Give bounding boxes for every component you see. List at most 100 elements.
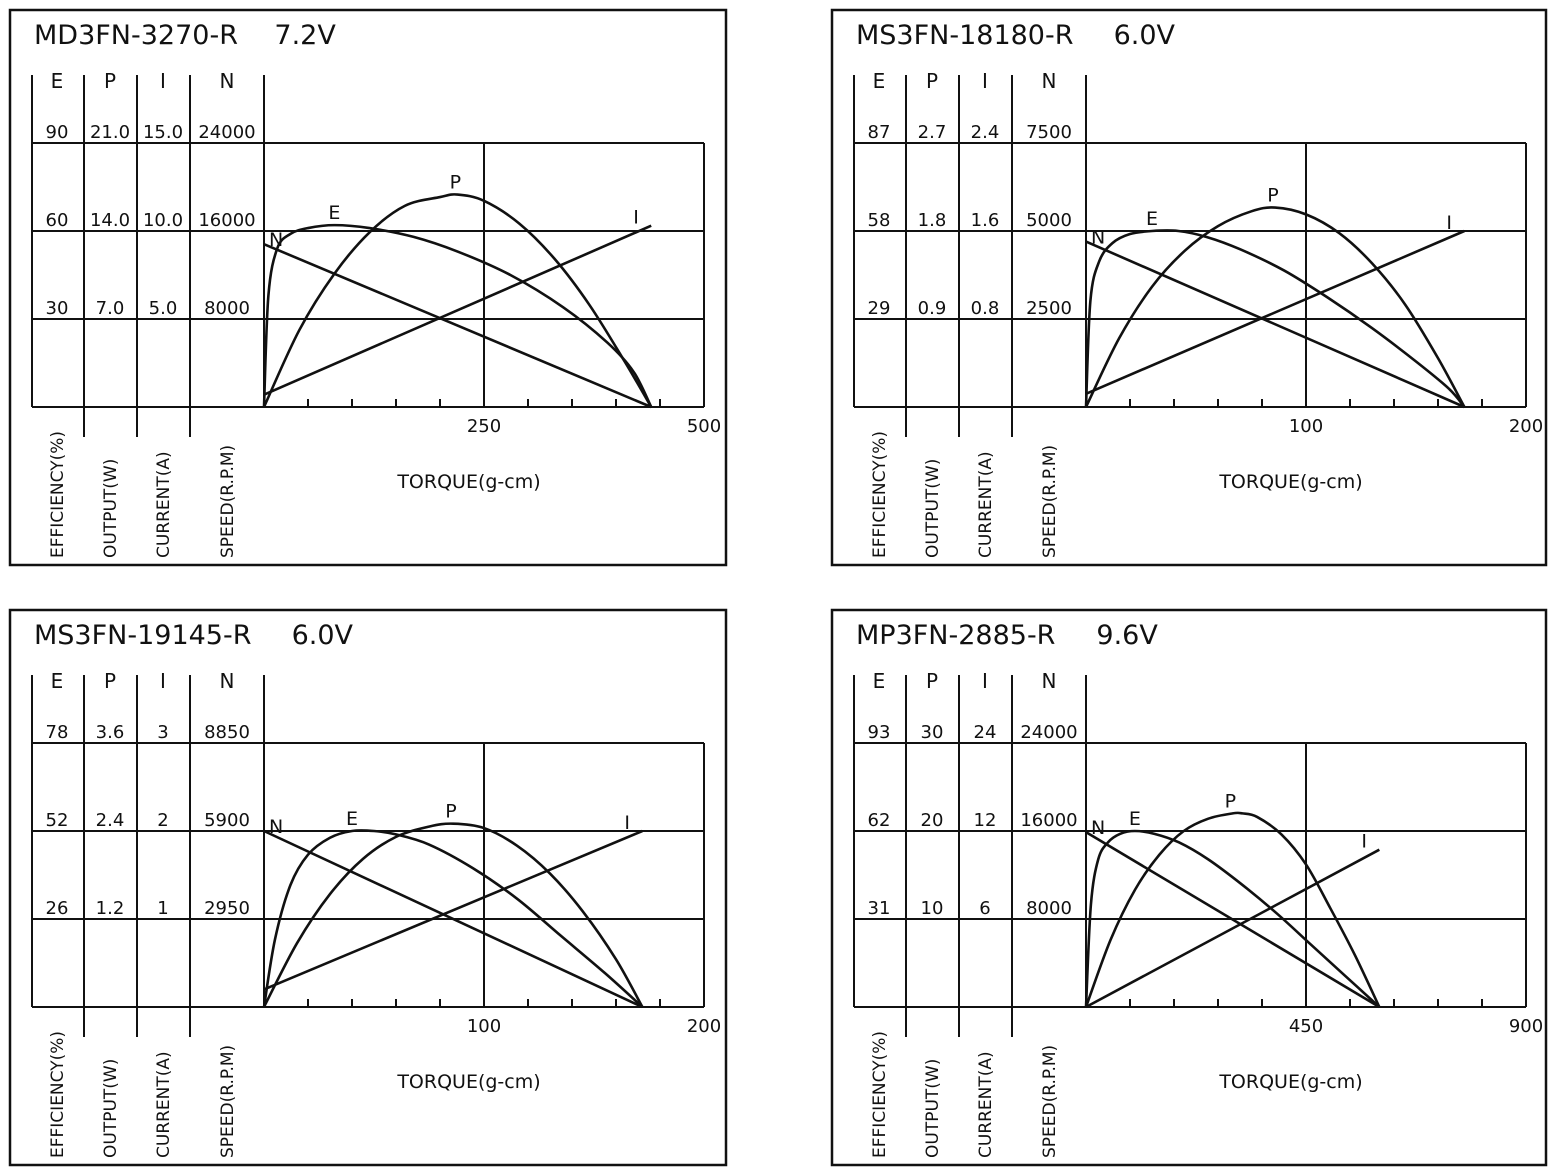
scale-label-E: 52	[46, 810, 69, 831]
scale-label-P: 3.6	[96, 722, 125, 743]
x-axis-label: TORQUE(g-cm)	[1218, 1071, 1362, 1093]
x-tick-label: 200	[1509, 416, 1543, 437]
curve-I	[263, 224, 652, 396]
column-header-E: E	[51, 69, 64, 93]
curve-E	[262, 223, 653, 408]
chart-voltage: 6.0V	[1114, 20, 1176, 51]
column-header-P: P	[926, 669, 938, 693]
scale-label-I: 1	[157, 898, 168, 919]
chart-frame	[8, 608, 728, 1167]
chart-panel-1: MD3FN-3270-R 7.2V E P I N 90 60 30 21.0 14.0 7.0 15.…	[8, 8, 728, 567]
column-header-E: E	[873, 69, 886, 93]
scale-label-N: 2500	[1026, 298, 1072, 319]
scale-label-N: 2950	[204, 898, 250, 919]
curve-E	[1084, 229, 1466, 408]
chart-voltage: 9.6V	[1096, 620, 1158, 651]
vertical-axis-label: OUTPUT(W)	[923, 1059, 943, 1158]
scale-label-I: 24	[974, 722, 997, 743]
curve-I	[1085, 229, 1465, 395]
x-tick-label: 450	[1289, 1016, 1323, 1037]
scale-label-P: 10	[921, 898, 944, 919]
column-header-I: I	[160, 669, 166, 693]
scale-label-E: 60	[46, 210, 69, 231]
scale-label-I: 12	[974, 810, 997, 831]
scale-label-E: 31	[868, 898, 891, 919]
chart-voltage: 7.2V	[274, 20, 336, 51]
scale-label-P: 1.2	[96, 898, 125, 919]
chart-title: MS3FN-19145-R	[34, 620, 251, 651]
scale-label-I: 1.6	[971, 210, 1000, 231]
column-header-E: E	[51, 669, 64, 693]
curve-label-E: E	[328, 202, 340, 224]
scale-label-N: 24000	[198, 122, 255, 143]
curve-label-E: E	[346, 808, 358, 830]
scale-label-P: 21.0	[90, 122, 130, 143]
chart-voltage: 6.0V	[292, 620, 354, 651]
curve-I	[263, 829, 643, 991]
scale-label-P: 7.0	[96, 298, 125, 319]
scale-label-I: 2.4	[971, 122, 1000, 143]
scale-label-P: 1.8	[918, 210, 947, 231]
vertical-axis-label: SPEED(R.P.M)	[218, 445, 238, 558]
x-tick-label: 200	[687, 1016, 721, 1037]
curve-label-E: E	[1129, 808, 1141, 830]
curve-label-I: I	[624, 812, 630, 834]
curve-N	[1085, 240, 1465, 409]
chart-frame	[830, 608, 1548, 1167]
curve-E	[262, 829, 644, 1008]
curve-P	[262, 193, 653, 408]
scale-label-I: 6	[979, 898, 990, 919]
chart-title: MP3FN-2885-R	[856, 620, 1055, 651]
curve-label-N: N	[1091, 227, 1105, 249]
scale-label-N: 16000	[198, 210, 255, 231]
scale-label-N: 16000	[1020, 810, 1077, 831]
x-tick-label: 500	[687, 416, 721, 437]
curve-label-P: P	[1267, 185, 1278, 207]
x-axis-label: TORQUE(g-cm)	[1218, 471, 1362, 493]
x-tick-label: 100	[467, 1016, 501, 1037]
vertical-axis-label: CURRENT(A)	[154, 451, 174, 558]
curve-label-I: I	[1446, 212, 1452, 234]
vertical-axis-label: OUTPUT(W)	[923, 459, 943, 558]
scale-label-I: 3	[157, 722, 168, 743]
curve-label-P: P	[450, 172, 461, 194]
scale-label-E: 26	[46, 898, 69, 919]
curve-N	[1085, 830, 1380, 1009]
scale-label-E: 87	[868, 122, 891, 143]
column-header-N: N	[1042, 69, 1057, 93]
chart-title: MD3FN-3270-R	[34, 20, 238, 51]
scale-label-N: 5000	[1026, 210, 1072, 231]
curve-P	[1084, 811, 1381, 1008]
scale-label-N: 7500	[1026, 122, 1072, 143]
scale-label-I: 10.0	[143, 210, 183, 231]
chart-panel-3: MS3FN-19145-R 6.0V E P I N 78 52 26 3.6 2.4 1.2 3 2 1 8…	[8, 608, 728, 1167]
curve-E	[1084, 829, 1381, 1008]
vertical-axis-label: CURRENT(A)	[154, 1051, 174, 1158]
scale-label-N: 8000	[204, 298, 250, 319]
chart-frame	[830, 8, 1548, 567]
x-tick-label: 100	[1289, 416, 1323, 437]
scale-label-E: 90	[46, 122, 69, 143]
vertical-axis-label: SPEED(R.P.M)	[1040, 445, 1060, 558]
curve-label-P: P	[445, 801, 456, 823]
x-tick-label: 900	[1509, 1016, 1543, 1037]
curve-N	[263, 243, 652, 409]
scale-label-N: 5900	[204, 810, 250, 831]
scale-label-N: 8000	[1026, 898, 1072, 919]
vertical-axis-label: EFFICIENCY(%)	[48, 1031, 68, 1158]
scale-label-I: 5.0	[149, 298, 178, 319]
chart-title: MS3FN-18180-R	[856, 20, 1073, 51]
column-header-N: N	[220, 669, 235, 693]
scale-label-E: 62	[868, 810, 891, 831]
column-header-E: E	[873, 669, 886, 693]
vertical-axis-label: SPEED(R.P.M)	[1040, 1045, 1060, 1158]
x-axis-label: TORQUE(g-cm)	[396, 471, 540, 493]
curve-P	[1084, 206, 1466, 408]
curve-label-I: I	[633, 207, 639, 229]
vertical-axis-label: EFFICIENCY(%)	[48, 431, 68, 558]
chart-panel-2: MS3FN-18180-R 6.0V E P I N 87 58 29 2.7 1.8 0.9 2.4 1…	[830, 8, 1548, 567]
vertical-axis-label: EFFICIENCY(%)	[870, 431, 890, 558]
column-header-P: P	[104, 669, 116, 693]
scale-label-E: 93	[868, 722, 891, 743]
curve-label-P: P	[1225, 790, 1236, 812]
